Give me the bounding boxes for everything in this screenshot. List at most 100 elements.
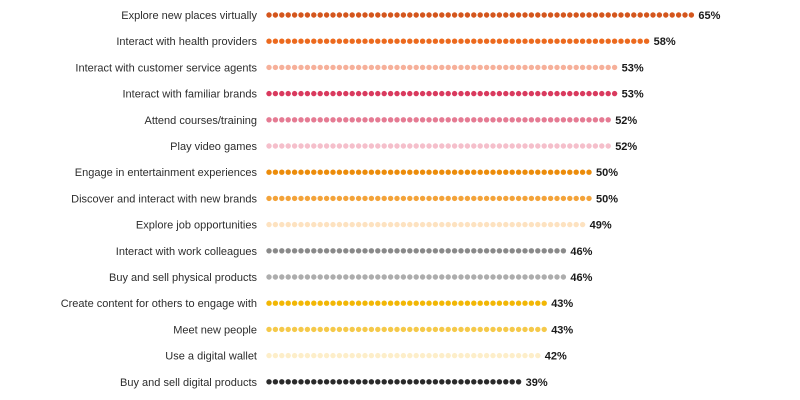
bar-dot — [375, 117, 381, 123]
bar-dot — [285, 300, 291, 306]
bar-dot — [445, 64, 451, 71]
bar-dot — [419, 64, 426, 71]
bar-dot — [547, 169, 554, 175]
bar-dot — [464, 90, 471, 97]
bar-dot — [291, 195, 298, 202]
bar-dot — [387, 352, 394, 359]
bar-dot — [643, 12, 650, 18]
bar-dot — [567, 90, 573, 97]
bar-dot — [560, 64, 567, 71]
bar-dot — [631, 38, 637, 44]
bar-dot — [547, 90, 554, 97]
bar-dot — [451, 143, 458, 149]
value-label: 43% — [551, 324, 573, 336]
bar-dot — [362, 221, 368, 228]
bar-dot — [490, 379, 496, 385]
bar-dot — [432, 326, 439, 333]
bar-dot — [343, 326, 349, 333]
bar-dot — [266, 64, 272, 71]
bar-dot — [515, 300, 522, 306]
bar-dot — [503, 221, 509, 228]
bar-dot — [496, 379, 503, 385]
bar-dot — [579, 117, 586, 123]
bar-dot — [458, 12, 464, 18]
bar-dot — [349, 352, 355, 359]
bar-dot — [541, 143, 547, 149]
bar-dot — [336, 12, 343, 18]
bar-dot — [304, 38, 311, 44]
bar-dot — [381, 221, 387, 228]
bar-dot — [343, 90, 349, 97]
bar-dot — [535, 169, 541, 175]
bar-dot — [439, 117, 445, 123]
bar-dot — [330, 38, 336, 44]
bar-dot — [387, 379, 394, 385]
bar-dot — [522, 221, 528, 228]
bar-dot — [349, 300, 355, 306]
bar-dot — [349, 274, 355, 280]
bar-dot — [471, 90, 477, 97]
bar — [266, 117, 611, 123]
bar-dot — [579, 169, 586, 175]
bar-dot — [605, 38, 611, 44]
bar-dot — [298, 300, 304, 306]
bar-dot — [560, 221, 567, 228]
bar-dot — [419, 143, 426, 149]
bar-dot — [272, 195, 279, 202]
bar-dot — [464, 300, 471, 306]
bar-dot — [375, 195, 381, 202]
bar-dot — [279, 300, 285, 306]
bar-dot — [432, 169, 439, 175]
bar-dot — [304, 274, 311, 280]
bar-dot — [483, 300, 490, 306]
bar-dot — [611, 64, 618, 71]
bar-dot — [445, 300, 451, 306]
bar-dot — [266, 143, 272, 149]
bar-dot — [368, 352, 375, 359]
bar-dot — [439, 64, 445, 71]
bar-dot — [471, 352, 477, 359]
bar-dot — [381, 379, 387, 385]
bar-dot — [483, 352, 490, 359]
bar-dot — [490, 12, 496, 18]
bar-dot — [413, 379, 419, 385]
bar-dot — [336, 90, 343, 97]
bar-dot — [419, 90, 426, 97]
bar-dot — [368, 195, 375, 202]
bar-dot — [349, 38, 355, 44]
bar-dot — [311, 90, 317, 97]
bar-dot — [387, 38, 394, 44]
bar-dot — [439, 195, 445, 202]
bar-dot — [432, 117, 439, 123]
bar-dot — [458, 64, 464, 71]
bar-dot — [419, 274, 426, 280]
bar-dot — [407, 352, 413, 359]
bar — [266, 379, 522, 385]
bar-dot — [547, 274, 554, 280]
bar-dot — [541, 90, 547, 97]
bar-dot — [311, 248, 317, 254]
bar-dot — [439, 38, 445, 44]
bar-dot — [266, 300, 272, 306]
bar-dot — [509, 300, 515, 306]
bar-dot — [343, 379, 349, 385]
bar-dot — [317, 90, 323, 97]
bar-dot — [445, 326, 451, 333]
bar-dot — [560, 169, 567, 175]
bar-dot — [400, 274, 407, 280]
bar-dot — [336, 143, 343, 149]
bar-dot — [355, 379, 362, 385]
bar-dot — [375, 248, 381, 254]
bar-dot — [285, 379, 291, 385]
bar-dot — [368, 221, 375, 228]
bar — [266, 38, 650, 44]
bar-dot — [304, 64, 311, 71]
bar-dot — [419, 300, 426, 306]
bar-dot — [560, 117, 567, 123]
bar-dot — [336, 326, 343, 333]
value-label: 46% — [570, 272, 592, 284]
bar-dot — [490, 143, 496, 149]
bar-dot — [490, 274, 496, 280]
bar — [266, 326, 547, 333]
bar-dot — [349, 195, 355, 202]
